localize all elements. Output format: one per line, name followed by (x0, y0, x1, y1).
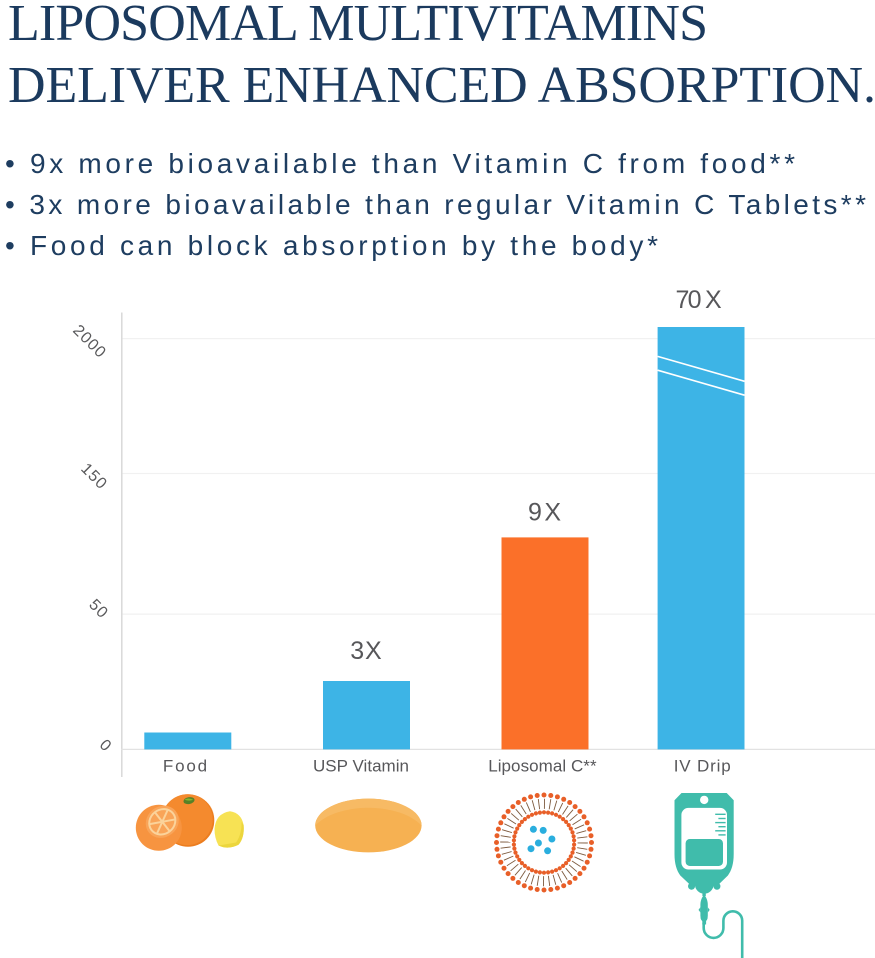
svg-text:Liposomal C**: Liposomal C** (488, 756, 597, 775)
svg-text:3X: 3X (350, 637, 382, 665)
svg-text:DELIVER ENHANCED ABSORPTION.: DELIVER ENHANCED ABSORPTION. (8, 57, 875, 114)
svg-text:• Food can block absorption by: • Food can block absorption by the body* (5, 230, 658, 261)
svg-text:• 3x more bioavailable than re: • 3x more bioavailable than regular Vita… (5, 189, 866, 220)
svg-text:USP Vitamin: USP Vitamin (313, 756, 409, 775)
svg-text:IV Drip: IV Drip (674, 756, 731, 775)
svg-text:LIPOSOMAL MULTIVITAMINS: LIPOSOMAL MULTIVITAMINS (8, 0, 708, 52)
svg-text:70 X: 70 X (675, 286, 722, 314)
svg-text:9X: 9X (528, 498, 561, 526)
